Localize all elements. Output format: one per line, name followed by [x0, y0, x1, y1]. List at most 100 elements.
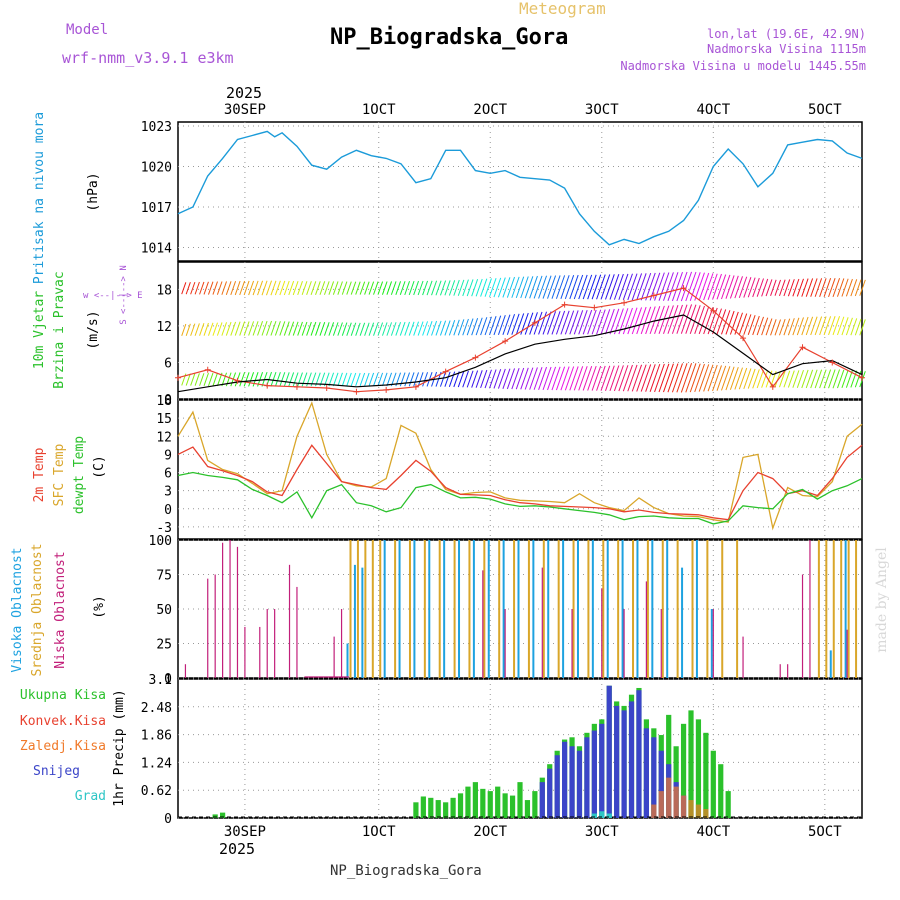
- wind-barb: [480, 278, 488, 297]
- wind-barb: [747, 315, 756, 336]
- wind-barb: [350, 281, 357, 295]
- cloud-frame: [177, 539, 863, 679]
- wind-barb: [373, 281, 379, 295]
- precip-bar: [591, 813, 597, 818]
- wind-barb: [707, 273, 718, 300]
- wind-barb: [203, 372, 209, 386]
- wind-barb: [315, 281, 321, 295]
- wind-barb: [529, 275, 538, 299]
- wind-barb: [765, 279, 773, 297]
- wind-barb: [404, 281, 411, 296]
- precip-bar: [599, 723, 605, 818]
- wind-barb: [591, 309, 602, 335]
- precip-bar: [599, 811, 605, 818]
- wind-barb: [761, 278, 769, 297]
- wind-barb: [779, 318, 786, 336]
- wind-barb: [341, 281, 348, 295]
- precip-bar: [517, 782, 523, 818]
- wind-barb: [203, 322, 209, 336]
- wind-barb: [680, 304, 693, 334]
- wind-barb: [676, 363, 688, 393]
- wind-barb: [721, 366, 731, 391]
- wind-barb: [734, 367, 743, 390]
- wind-barb: [426, 280, 433, 296]
- wind-barb: [850, 279, 858, 297]
- legend-snow: Snijeg: [33, 764, 80, 779]
- wind-barb: [654, 363, 665, 393]
- wind-barb: [747, 368, 756, 389]
- wind-barb: [239, 321, 246, 336]
- wind-barb: [457, 319, 465, 336]
- wind-barb: [520, 276, 529, 299]
- wind-barb: [819, 316, 827, 336]
- wind-barb: [698, 306, 710, 335]
- wind-barb: [743, 368, 752, 390]
- wind-barb: [332, 322, 339, 336]
- footer-station: NP_Biogradska_Gora: [330, 863, 482, 879]
- wind-barb: [471, 318, 479, 336]
- year-label-top: 2025: [226, 84, 262, 102]
- wind-barb: [667, 363, 679, 393]
- top-date-tick-0: 30SEP: [224, 102, 266, 118]
- wind-barb: [600, 309, 611, 335]
- wind-barb: [346, 372, 352, 387]
- wind-barb: [787, 279, 795, 297]
- wind-barb: [663, 305, 674, 334]
- wind-barb: [538, 275, 548, 299]
- wind-barb: [725, 366, 735, 391]
- wind-barb: [364, 322, 370, 336]
- wind-barb: [199, 281, 205, 295]
- wind-barb: [489, 277, 497, 298]
- precip-ytick-1: 2.48: [141, 701, 172, 716]
- bottom-date-tick-0: 30SEP: [224, 824, 266, 840]
- top-date-axis: 30SEP 1OCT 2OCT 3OCT 4OCT 5OCT: [224, 102, 842, 118]
- wind-barb: [547, 311, 557, 335]
- wind-barb: [453, 279, 460, 296]
- wind-barb: [355, 372, 361, 387]
- wind-barb: [319, 322, 326, 336]
- wind-gust-marker: [799, 344, 806, 351]
- precip-bar: [628, 701, 635, 818]
- wind-barb: [417, 280, 424, 296]
- wind-barb: [859, 319, 866, 336]
- wind-barb: [480, 369, 488, 389]
- wind-barb: [185, 323, 191, 336]
- model-elevation: Nadmorska Visina u modelu 1445.55m: [620, 59, 866, 73]
- wind-barb: [560, 310, 570, 335]
- wind-barb: [542, 311, 552, 335]
- wind-barb: [774, 319, 782, 336]
- wind-barb: [301, 281, 308, 296]
- precip-bar: [554, 755, 560, 818]
- credit: made by Angel: [874, 547, 890, 653]
- wind-barb: [658, 305, 670, 334]
- pressure-ytick-3: 1014: [141, 242, 172, 257]
- wind-barb: [631, 307, 643, 335]
- wind-barb: [484, 316, 492, 336]
- wind-barb: [555, 366, 566, 391]
- bottom-date-tick-2: 2OCT: [473, 824, 507, 840]
- wind-barb: [511, 276, 520, 298]
- wind-barb: [292, 372, 299, 387]
- legend-hail: Grad: [75, 789, 106, 804]
- wind-barb: [578, 274, 588, 300]
- wind-barb: [564, 310, 575, 335]
- wind-barb: [569, 366, 579, 391]
- wind-barb: [390, 281, 397, 295]
- wind-barb: [435, 280, 442, 296]
- wind-barb: [712, 365, 722, 392]
- wind-barb: [627, 307, 638, 335]
- cloud-ylabel-high: Visoka Oblacnost: [10, 547, 25, 672]
- wind-barb: [667, 305, 679, 334]
- wind-gust-marker: [680, 285, 687, 292]
- wind-barb: [431, 280, 438, 296]
- wind-barb: [721, 274, 731, 300]
- precip-bar: [673, 786, 679, 818]
- wind-gust-marker: [740, 335, 747, 342]
- wind-barb: [787, 318, 795, 336]
- wind-barb: [770, 319, 777, 336]
- wind-barb: [850, 318, 858, 336]
- precip-bar: [450, 797, 456, 818]
- wind-barb: [578, 366, 588, 391]
- wind-barb: [413, 321, 420, 336]
